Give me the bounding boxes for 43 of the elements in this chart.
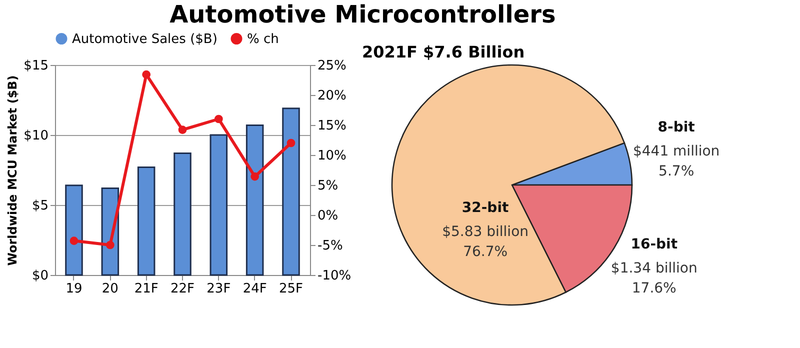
y-axis-title: Worldwide MCU Market ($B)	[6, 75, 20, 266]
y2-tick-label: 5%	[318, 178, 338, 194]
point	[178, 126, 187, 134]
y-tick-label: $0	[32, 268, 48, 284]
y2-tick-label: 25%	[318, 58, 346, 74]
y2-tick-label: 0%	[318, 208, 338, 224]
legend-label: % ch	[247, 32, 279, 47]
x-tick-label: 19	[66, 282, 82, 296]
x-tick-label: 20	[102, 282, 118, 296]
point	[214, 114, 223, 124]
data-label: $441 million 5.7%	[632, 143, 720, 180]
text: Automotive Microcontrollers	[170, 0, 556, 28]
chart-title: 2021F $7.6 Billion	[362, 42, 525, 62]
y2-tick-label: -5%	[318, 238, 343, 254]
bar	[137, 166, 156, 276]
data-label: $5.83 billion 76.7%	[442, 224, 529, 260]
y-tick-label: $15	[24, 58, 48, 74]
y-tick-label: $5	[32, 198, 48, 214]
bar	[210, 134, 228, 276]
bar	[246, 124, 264, 276]
bar	[65, 184, 83, 276]
x-tick-label: 22F	[170, 282, 195, 296]
legend-label: Automotive Sales ($B)	[72, 32, 218, 47]
y2-tick-label: 20%	[318, 88, 346, 104]
x-tick-label: 24F	[242, 282, 267, 296]
y2-tick-label: -10%	[318, 268, 352, 284]
bar	[174, 152, 192, 276]
slice-label: 8-bit	[658, 119, 696, 136]
point	[286, 138, 296, 148]
slice-label: 16-bit	[630, 236, 678, 253]
bar	[282, 108, 300, 276]
slice-label: 32-bit	[462, 200, 510, 216]
x-tick-label: 23F	[206, 282, 231, 296]
x-tick-label: 25F	[278, 282, 304, 296]
y-tick-label: $10	[24, 128, 48, 144]
point	[250, 172, 260, 181]
y2-tick-label: 10%	[318, 148, 346, 164]
point	[106, 240, 114, 250]
point	[70, 236, 78, 245]
x-tick-label: 21F	[134, 282, 158, 296]
data-label: $1.34 billion 17.6%	[610, 260, 698, 297]
y2-tick-label: 15%	[318, 118, 346, 134]
point	[142, 70, 151, 79]
